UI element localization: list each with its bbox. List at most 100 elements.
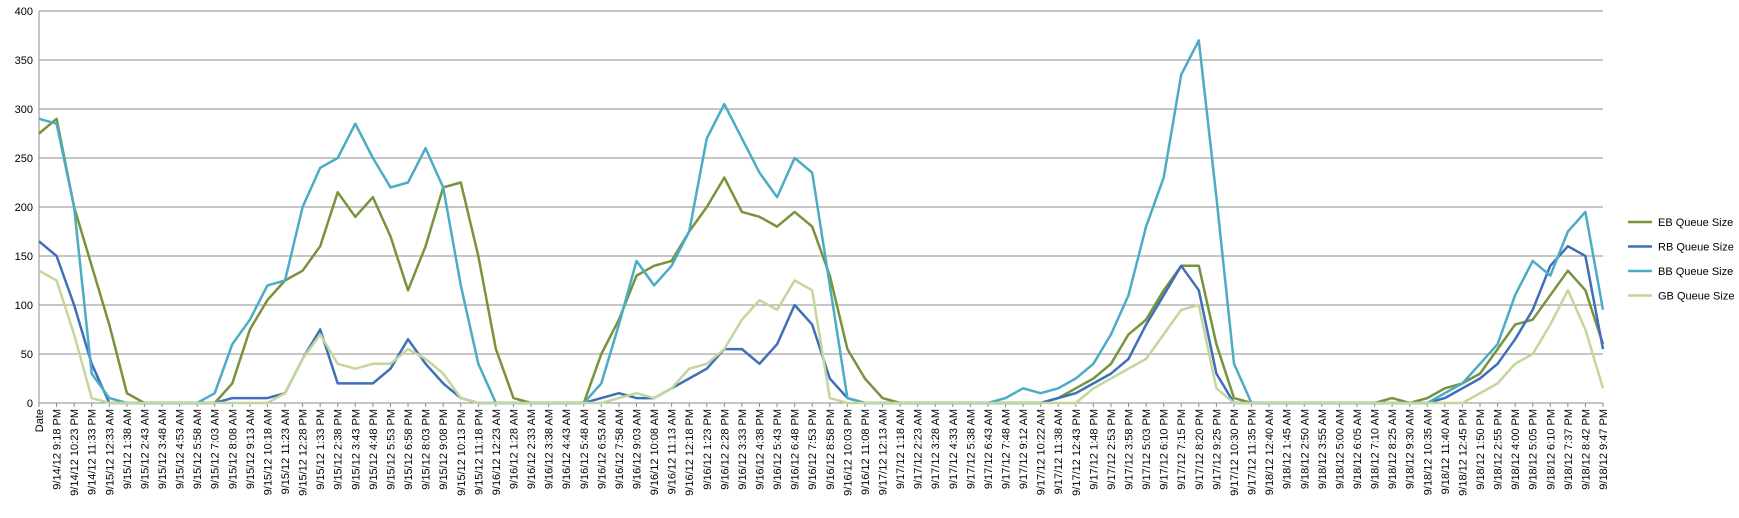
x-tick-label: 9/17/12 5:03 PM xyxy=(1141,409,1153,490)
x-tick-label: 9/18/12 8:25 AM xyxy=(1387,409,1399,489)
x-tick-label: 9/16/12 10:08 AM xyxy=(649,409,661,495)
y-tick-label: 400 xyxy=(15,6,33,18)
x-tick-label: 9/15/12 2:38 PM xyxy=(333,409,345,490)
x-tick-label: 9/16/12 11:08 PM xyxy=(860,409,872,495)
x-tick-label: 9/18/12 9:47 PM xyxy=(1598,409,1610,490)
x-tick-label: 9/16/12 10:03 PM xyxy=(842,409,854,496)
x-tick-label: 9/18/12 6:10 PM xyxy=(1545,409,1557,490)
x-tick-label: 9/15/12 9:08 PM xyxy=(438,409,450,490)
x-tick-label: 9/18/12 9:30 AM xyxy=(1405,409,1417,489)
x-tick-label: 9/17/12 4:33 AM xyxy=(948,409,960,489)
x-tick-label: Date xyxy=(34,409,46,432)
y-tick-label: 350 xyxy=(15,55,33,67)
x-tick-label: 9/18/12 5:05 PM xyxy=(1528,409,1540,490)
x-tick-label: 9/16/12 12:18 PM xyxy=(684,409,696,496)
x-tick-label: 9/18/12 1:45 AM xyxy=(1282,409,1294,489)
x-tick-label: 9/15/12 1:38 AM xyxy=(122,409,134,489)
x-tick-label: 9/17/12 5:38 AM xyxy=(965,409,977,489)
legend-label: RB Queue Size xyxy=(1658,242,1734,254)
x-tick-label: 9/16/12 12:23 AM xyxy=(491,409,503,495)
x-tick-label: 9/15/12 6:58 PM xyxy=(403,409,415,490)
y-tick-label: 300 xyxy=(15,104,33,116)
x-tick-label: 9/15/12 5:58 AM xyxy=(192,409,204,489)
x-tick-label: 9/17/12 2:53 PM xyxy=(1106,409,1118,490)
x-tick-label: 9/16/12 2:33 AM xyxy=(526,409,538,489)
x-tick-label: 9/14/12 11:33 PM xyxy=(87,409,99,495)
x-tick-label: 9/15/12 11:23 AM xyxy=(280,409,292,494)
x-tick-label: 9/17/12 8:20 PM xyxy=(1194,409,1206,490)
x-tick-label: 9/16/12 2:28 PM xyxy=(719,409,731,490)
x-tick-label: 9/17/12 12:43 PM xyxy=(1071,409,1083,496)
x-tick-label: 9/15/12 4:53 AM xyxy=(175,409,187,489)
x-tick-label: 9/18/12 12:40 AM xyxy=(1264,409,1276,495)
y-tick-label: 250 xyxy=(15,153,33,165)
x-tick-label: 9/16/12 7:53 PM xyxy=(807,409,819,490)
x-tick-label: 9/15/12 8:03 PM xyxy=(421,409,433,490)
x-tick-label: 9/15/12 5:53 PM xyxy=(385,409,397,490)
x-tick-label: 9/15/12 1:33 PM xyxy=(315,409,327,490)
x-tick-label: 9/16/12 4:38 PM xyxy=(754,409,766,490)
x-tick-label: 9/18/12 6:05 AM xyxy=(1352,409,1364,489)
x-tick-label: 9/15/12 2:43 AM xyxy=(139,409,151,489)
x-tick-label: 9/18/12 1:50 PM xyxy=(1475,409,1487,490)
x-tick-label: 9/18/12 7:37 PM xyxy=(1563,409,1575,490)
x-tick-label: 9/18/12 2:55 PM xyxy=(1493,409,1505,490)
x-tick-label: 9/17/12 6:43 AM xyxy=(983,409,995,489)
series-line xyxy=(38,117,1605,405)
x-tick-label: 9/16/12 8:58 PM xyxy=(825,409,837,490)
x-tick-label: 9/15/12 10:18 AM xyxy=(262,409,274,495)
x-tick-label: 9/18/12 4:00 PM xyxy=(1510,409,1522,490)
x-tick-label: 9/16/12 7:58 AM xyxy=(614,409,626,489)
legend-label: EB Queue Size xyxy=(1658,217,1733,229)
x-tick-label: 9/16/12 11:13 AM xyxy=(667,409,679,494)
x-tick-label: 9/18/12 11:40 AM xyxy=(1440,409,1452,494)
x-tick-label: 9/15/12 3:43 PM xyxy=(350,409,362,490)
x-tick-label: 9/17/12 9:12 AM xyxy=(1018,409,1030,489)
x-tick-label: 9/16/12 1:23 PM xyxy=(702,409,714,490)
x-tick-label: 9/17/12 9:25 PM xyxy=(1211,409,1223,490)
y-tick-label: 0 xyxy=(27,398,33,410)
x-tick-label: 9/15/12 12:33 AM xyxy=(104,409,116,495)
x-tick-label: 9/17/12 11:35 PM xyxy=(1247,409,1259,495)
y-tick-label: 150 xyxy=(15,251,33,263)
y-tick-label: 200 xyxy=(15,202,33,214)
x-tick-label: 9/18/12 12:45 PM xyxy=(1457,409,1469,496)
x-tick-label: 9/16/12 3:38 AM xyxy=(544,409,556,489)
x-tick-label: 9/15/12 9:13 AM xyxy=(245,409,257,489)
x-tick-label: 9/14/12 9:18 PM xyxy=(52,409,64,490)
x-tick-label: 9/16/12 1:28 AM xyxy=(508,409,520,489)
legend-label: BB Queue Size xyxy=(1658,266,1733,278)
x-tick-label: 9/17/12 3:28 AM xyxy=(930,409,942,489)
y-tick-label: 50 xyxy=(21,349,33,361)
x-tick-label: 9/18/12 5:00 AM xyxy=(1334,409,1346,489)
x-tick-label: 9/18/12 2:50 AM xyxy=(1299,409,1311,489)
x-tick-label: 9/17/12 7:48 AM xyxy=(1001,409,1013,489)
x-tick-label: 9/17/12 11:38 AM xyxy=(1053,409,1065,494)
x-tick-label: 9/15/12 3:48 AM xyxy=(157,409,169,489)
x-tick-label: 9/17/12 1:18 AM xyxy=(895,409,907,489)
series-line xyxy=(38,269,1605,405)
x-tick-label: 9/16/12 3:33 PM xyxy=(737,409,749,490)
x-tick-label: 9/15/12 10:13 PM xyxy=(456,409,468,496)
x-tick-label: 9/15/12 11:18 PM xyxy=(473,409,485,495)
x-tick-label: 9/15/12 4:48 PM xyxy=(368,409,380,490)
x-tick-label: 9/18/12 7:10 AM xyxy=(1370,409,1382,489)
x-tick-label: 9/17/12 10:22 AM xyxy=(1036,409,1048,495)
x-tick-label: 9/16/12 5:48 AM xyxy=(579,409,591,489)
y-tick-label: 100 xyxy=(15,300,33,312)
x-tick-label: 9/17/12 1:48 PM xyxy=(1088,409,1100,490)
x-tick-label: 9/15/12 7:03 AM xyxy=(210,409,222,489)
x-tick-label: 9/16/12 9:03 AM xyxy=(631,409,643,489)
x-tick-label: 9/14/12 10:23 PM xyxy=(69,409,81,496)
series-line xyxy=(38,240,1605,405)
x-tick-label: 9/18/12 8:42 PM xyxy=(1580,409,1592,490)
x-tick-label: 9/18/12 10:35 AM xyxy=(1422,409,1434,495)
x-tick-label: 9/17/12 3:58 PM xyxy=(1124,409,1136,490)
x-tick-label: 9/17/12 10:30 PM xyxy=(1229,409,1241,496)
x-tick-label: 9/18/12 3:55 AM xyxy=(1317,409,1329,489)
x-tick-label: 9/17/12 2:23 AM xyxy=(913,409,925,489)
x-tick-label: 9/16/12 5:43 PM xyxy=(772,409,784,490)
x-tick-label: 9/16/12 4:43 AM xyxy=(561,409,573,489)
x-tick-label: 9/17/12 7:15 PM xyxy=(1176,409,1188,490)
